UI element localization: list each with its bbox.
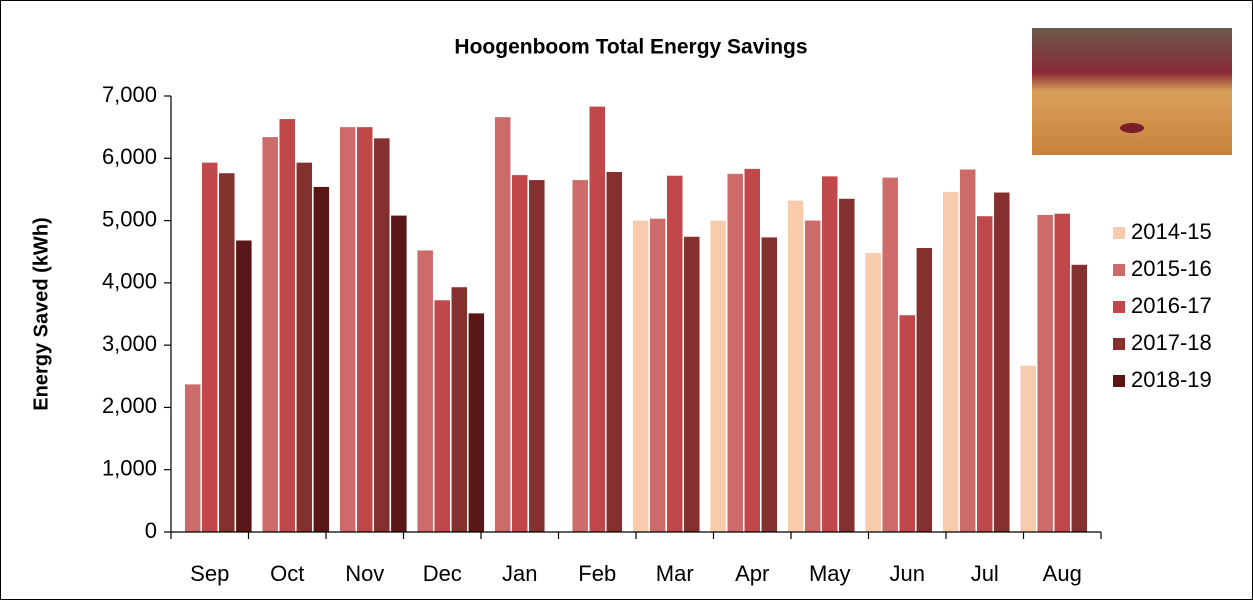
legend-swatch (1113, 227, 1125, 239)
bar (391, 215, 407, 533)
bar (219, 173, 235, 532)
chart-title: Hoogenboom Total Energy Savings (454, 36, 807, 59)
bar (296, 162, 313, 532)
bar (684, 236, 700, 532)
bar (262, 137, 278, 532)
bar (512, 175, 528, 533)
legend-label: 2014-15 (1131, 219, 1212, 244)
bar (632, 220, 649, 533)
bar (279, 119, 295, 532)
bar (1071, 264, 1088, 532)
bar (710, 220, 726, 533)
bar (822, 176, 838, 532)
bar (787, 200, 804, 532)
bar (339, 127, 356, 533)
x-tick-label: Jul (971, 561, 999, 586)
bar (882, 177, 898, 532)
bar (916, 247, 933, 532)
y-tick-label: 5,000 (102, 206, 157, 231)
y-tick-label: 1,000 (102, 456, 157, 481)
legend-swatch (1113, 264, 1125, 276)
bar (202, 162, 218, 532)
bar (649, 218, 666, 532)
x-tick-label: Apr (735, 561, 769, 586)
bar (434, 300, 450, 532)
legend-label: 2015-16 (1131, 256, 1212, 281)
y-tick-label: 0 (145, 518, 157, 543)
legend-swatch (1113, 375, 1125, 387)
legend-swatch (1113, 338, 1125, 350)
x-tick-label: Oct (270, 561, 304, 586)
y-tick-label: 7,000 (102, 82, 157, 107)
bar (744, 168, 760, 533)
legend-label: 2018-19 (1131, 367, 1212, 392)
bar (374, 138, 390, 532)
y-tick-label: 4,000 (102, 269, 157, 294)
legend-swatch (1113, 301, 1125, 313)
bar (451, 287, 468, 532)
bar (1037, 214, 1053, 533)
bar (606, 171, 623, 532)
y-axis-label: Energy Saved (kWh) (30, 217, 52, 410)
x-tick-label: May (809, 561, 851, 586)
x-tick-label: Jan (502, 561, 537, 586)
bar (357, 127, 373, 533)
bar (839, 198, 855, 532)
y-tick-label: 2,000 (102, 393, 157, 418)
bar (529, 180, 545, 533)
legend-label: 2016-17 (1131, 293, 1212, 318)
bar (313, 186, 330, 533)
photo (1032, 28, 1232, 155)
x-tick-label: Jun (890, 561, 925, 586)
bar (942, 191, 959, 533)
bar (468, 313, 485, 532)
bar (417, 250, 433, 532)
bar (494, 117, 511, 533)
x-tick-label: Sep (190, 561, 229, 586)
bar (1054, 213, 1070, 532)
legend-label: 2017-18 (1131, 330, 1212, 355)
bar (865, 252, 881, 532)
bar (572, 180, 588, 533)
bar (761, 237, 778, 533)
x-tick-label: Feb (578, 561, 616, 586)
bar (589, 106, 605, 533)
bar (727, 173, 743, 532)
bar (994, 192, 1010, 533)
y-tick-label: 6,000 (102, 144, 157, 169)
bar (236, 240, 252, 532)
bar (667, 175, 683, 532)
bar (977, 216, 993, 532)
bar (959, 169, 976, 533)
x-tick-label: Mar (656, 561, 694, 586)
bar (1020, 365, 1036, 532)
bar (184, 384, 201, 532)
bar (804, 220, 821, 533)
x-tick-label: Nov (345, 561, 384, 586)
x-tick-label: Aug (1043, 561, 1082, 586)
y-tick-label: 3,000 (102, 331, 157, 356)
x-tick-label: Dec (423, 561, 462, 586)
bar (899, 315, 915, 532)
